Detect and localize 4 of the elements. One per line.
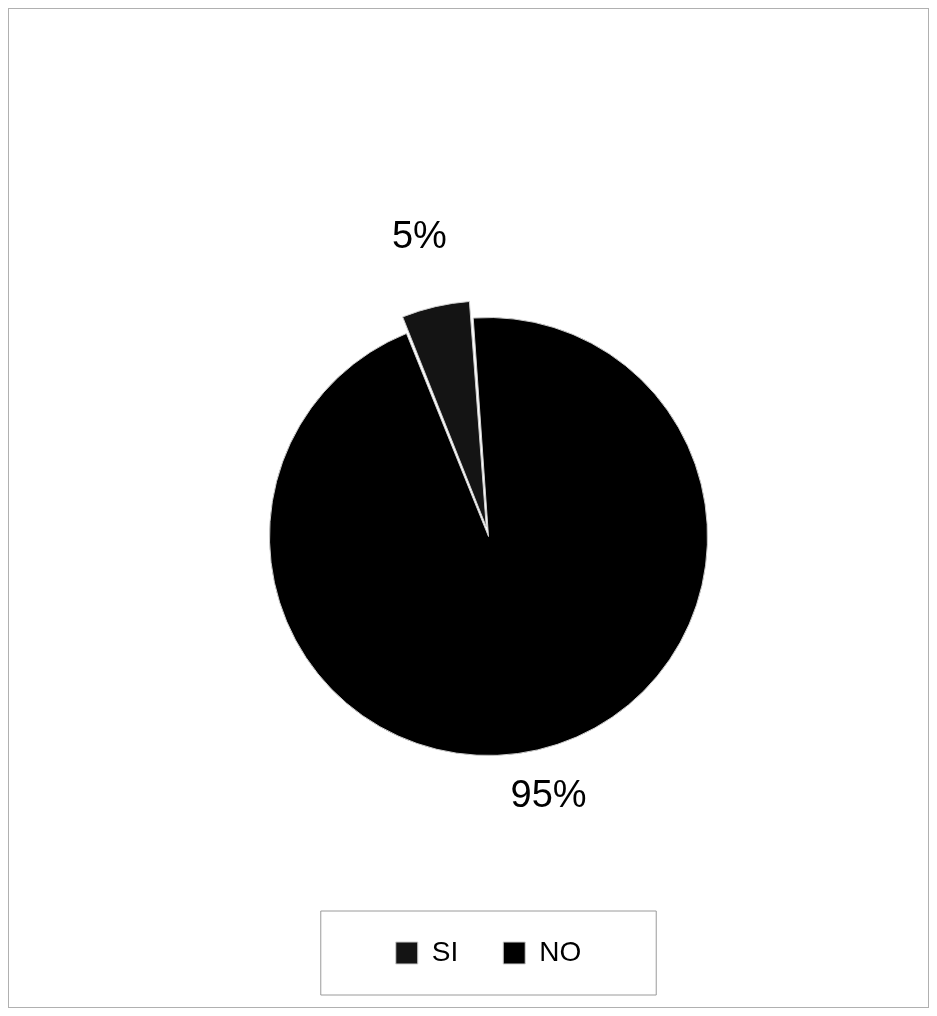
data-label: 95% [510, 773, 587, 816]
legend-label: NO [539, 935, 582, 967]
data-label: 5% [391, 213, 447, 256]
legend-label: SI [431, 935, 459, 967]
